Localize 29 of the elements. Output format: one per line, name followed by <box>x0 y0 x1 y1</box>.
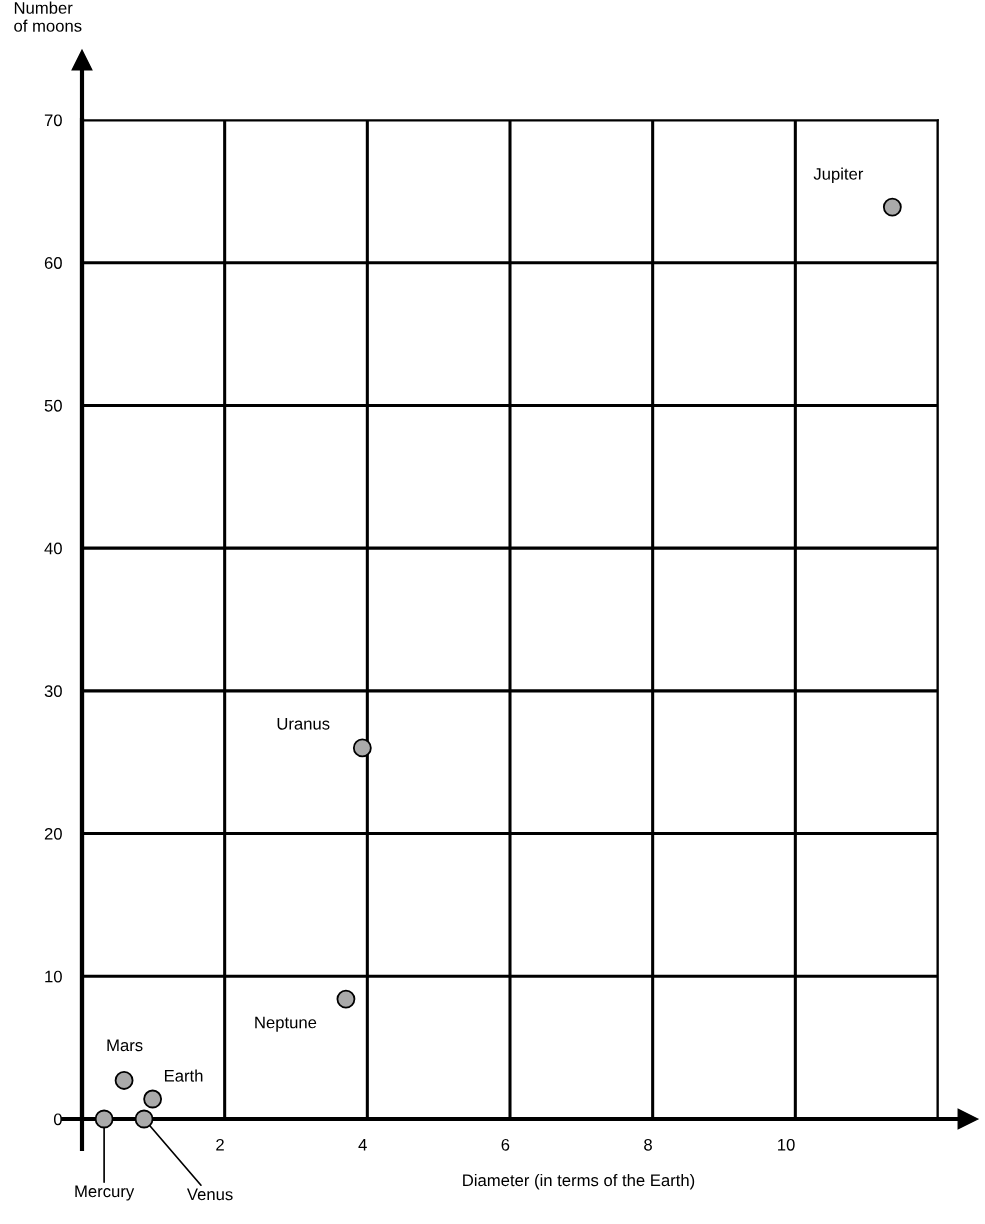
y-tick-label: 60 <box>44 257 62 269</box>
annotation: Mars <box>107 1039 143 1052</box>
annotation: Jupiter <box>813 167 864 184</box>
point <box>352 738 372 758</box>
x-tick-label: 6 <box>501 1138 510 1151</box>
annotation: Neptune <box>255 1016 317 1032</box>
y-tick-label: 0 <box>53 1113 62 1126</box>
x-tick-label: 2 <box>216 1138 224 1151</box>
point <box>143 1089 163 1109</box>
y-tick-label: 40 <box>44 542 62 555</box>
y-axis-title: Number of moons <box>14 1 82 32</box>
y-tick-label: 10 <box>45 970 62 983</box>
x-tick-label: 8 <box>644 1138 652 1151</box>
y-tick-label: 70 <box>44 114 62 127</box>
x-tick-label: 10 <box>778 1138 795 1151</box>
point <box>114 1071 134 1090</box>
annotation: Venus <box>186 1188 233 1201</box>
point <box>336 989 356 1009</box>
point <box>134 1109 154 1129</box>
y-tick-label: 30 <box>44 685 62 698</box>
point <box>94 1109 114 1129</box>
annotation: Earth <box>164 1069 203 1082</box>
annotation: Uranus <box>277 718 330 730</box>
point <box>882 197 902 217</box>
y-tick-label: 20 <box>44 827 62 840</box>
annotation: Mercury <box>75 1185 135 1201</box>
x-axis-title: Diameter (in terms of the Earth) <box>463 1173 695 1190</box>
x-tick-label: 4 <box>358 1139 367 1151</box>
y-tick-label: 50 <box>44 399 62 412</box>
